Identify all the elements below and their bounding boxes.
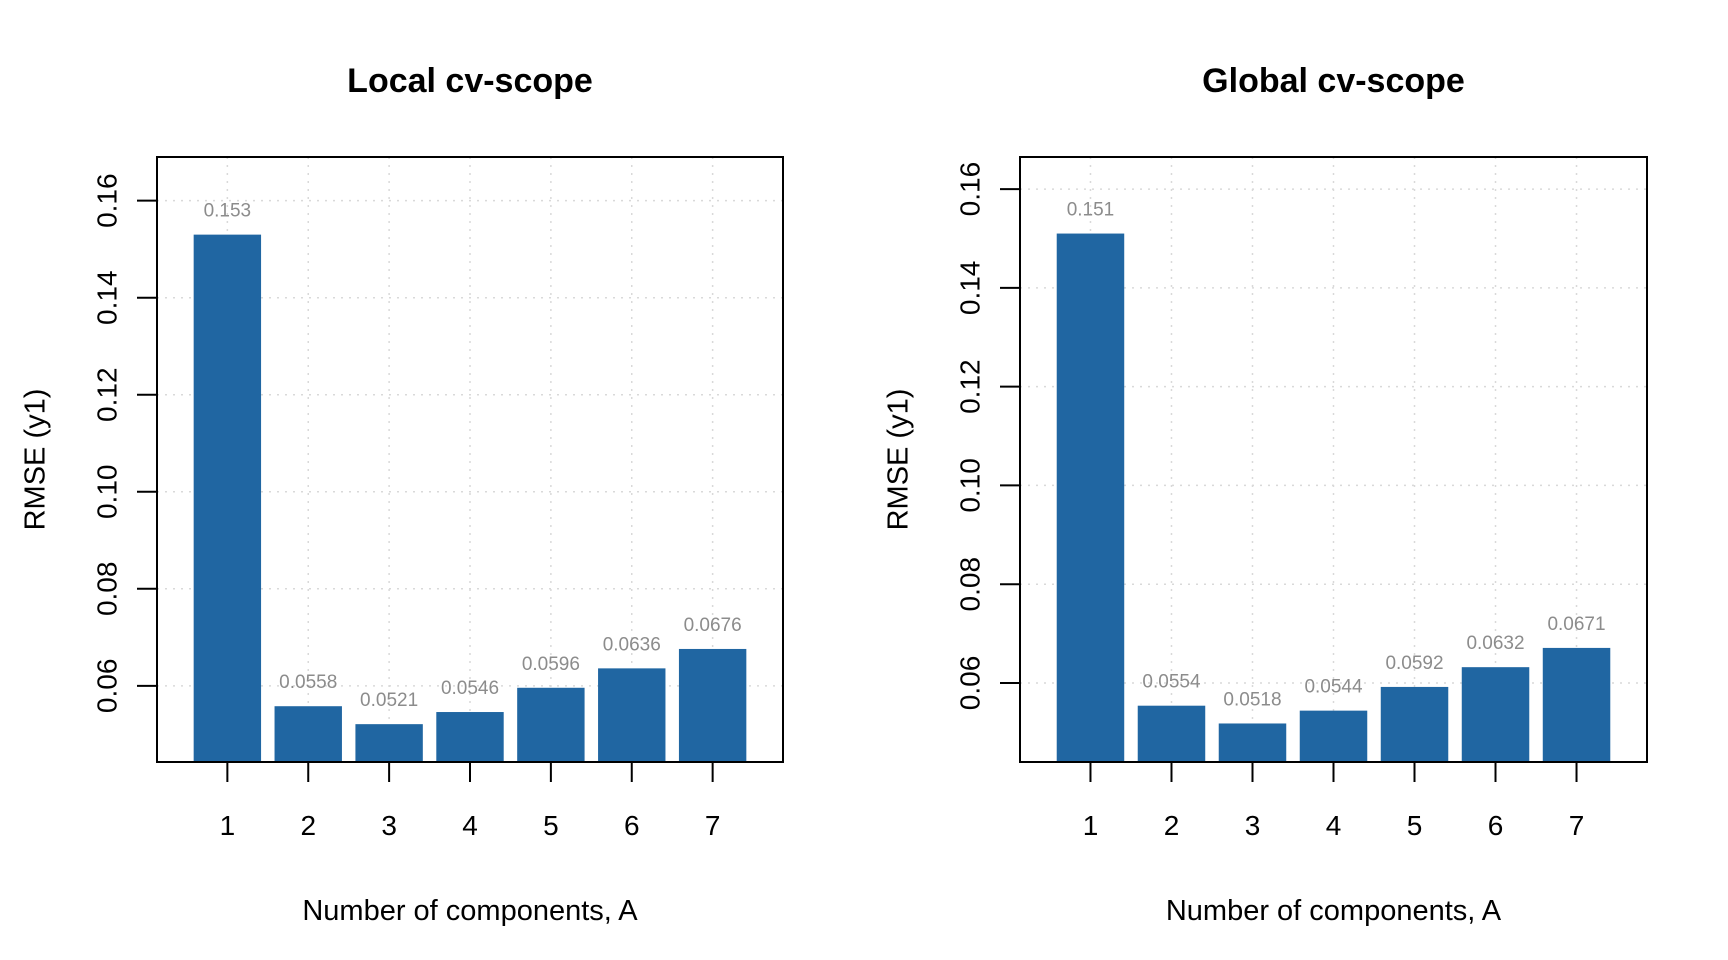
data-label: 0.0636 [603, 634, 661, 655]
data-label: 0.153 [204, 201, 252, 222]
y-tick-label: 0.14 [954, 261, 985, 316]
bar [193, 234, 262, 763]
y-axis-label: RMSE (y1) [883, 389, 915, 531]
chart-title: Local cv-scope [347, 62, 593, 100]
data-label: 0.0632 [1466, 633, 1524, 654]
y-tick-label: 0.10 [954, 458, 985, 513]
x-tick-label: 7 [705, 810, 721, 841]
y-tick-label: 0.10 [91, 465, 122, 520]
data-label: 0.0544 [1304, 677, 1363, 698]
x-tick-label: 3 [1245, 810, 1261, 841]
x-tick-label: 4 [462, 810, 478, 841]
bar [436, 712, 504, 762]
y-tick-label: 0.16 [91, 173, 122, 228]
data-label: 0.151 [1067, 200, 1115, 221]
x-tick-label: 3 [381, 810, 397, 841]
data-label: 0.0592 [1385, 653, 1443, 674]
bar [1380, 686, 1449, 762]
x-tick-label: 2 [1164, 810, 1180, 841]
bar [1056, 233, 1125, 762]
x-tick-label: 2 [300, 810, 316, 841]
x-tick-label: 7 [1569, 810, 1585, 841]
x-axis-label: Number of components, A [302, 895, 638, 927]
y-tick-label: 0.06 [954, 656, 985, 711]
bar [598, 668, 666, 762]
x-tick-label: 5 [543, 810, 559, 841]
y-tick-label: 0.08 [91, 562, 122, 617]
x-tick-label: 6 [624, 810, 640, 841]
data-label: 0.0596 [522, 654, 580, 675]
bar [355, 724, 423, 762]
data-label: 0.0521 [360, 690, 418, 711]
y-tick-label: 0.12 [954, 359, 985, 414]
y-axis-label: RMSE (y1) [20, 389, 52, 531]
bar [517, 687, 585, 762]
bar [1542, 647, 1611, 762]
bar [274, 706, 342, 762]
plot-frame [1019, 156, 1648, 763]
data-label: 0.0546 [441, 678, 499, 699]
y-tick-label: 0.12 [91, 367, 122, 422]
plot-frame [156, 156, 784, 763]
data-label: 0.0676 [684, 615, 742, 636]
chart-title: Global cv-scope [1202, 62, 1465, 100]
data-label: 0.0554 [1142, 672, 1201, 693]
bar [1137, 705, 1206, 762]
chart-panel-1: 0.153 1 0.0558 2 0.0521 3 0.0546 4 0.0596 5 0.0636… [20, 62, 784, 927]
y-tick-label: 0.08 [954, 557, 985, 612]
y-tick-label: 0.16 [954, 162, 985, 217]
data-label: 0.0558 [279, 672, 337, 693]
x-tick-label: 1 [220, 810, 236, 841]
x-tick-label: 4 [1326, 810, 1342, 841]
x-tick-label: 6 [1488, 810, 1504, 841]
chart-panel-2: 0.151 1 0.0554 2 0.0518 3 0.0544 4 0.0592 5 0.0632… [883, 62, 1648, 927]
x-axis-label: Number of components, A [1166, 895, 1502, 927]
bar [1299, 710, 1368, 762]
bar [1218, 723, 1287, 762]
bar [678, 648, 747, 762]
y-tick-label: 0.06 [91, 659, 122, 714]
x-tick-label: 1 [1083, 810, 1099, 841]
x-tick-label: 5 [1407, 810, 1423, 841]
y-tick-label: 0.14 [91, 270, 122, 325]
data-label: 0.0671 [1547, 614, 1605, 635]
data-label: 0.0518 [1223, 689, 1281, 710]
bar [1461, 667, 1530, 762]
